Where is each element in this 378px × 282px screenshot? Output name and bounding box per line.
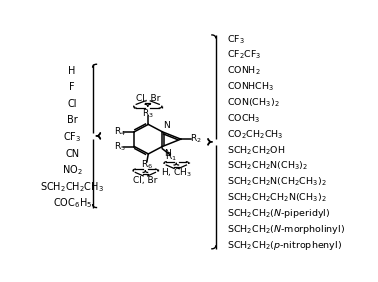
Text: N: N (163, 121, 170, 130)
Text: Cl, Br: Cl, Br (133, 176, 158, 185)
Text: Cl: Cl (67, 99, 77, 109)
Text: SCH$_2$CH$_2$OH: SCH$_2$CH$_2$OH (228, 144, 286, 157)
Text: R$_6$: R$_6$ (141, 158, 153, 171)
Text: SCH$_2$CH$_2$($p$-nitrophenyl): SCH$_2$CH$_2$($p$-nitrophenyl) (228, 239, 342, 252)
Text: R$_1$: R$_1$ (165, 151, 177, 163)
Text: CF$_3$: CF$_3$ (63, 130, 81, 144)
Text: CF$_2$CF$_3$: CF$_2$CF$_3$ (228, 49, 262, 61)
Text: H, CH$_3$: H, CH$_3$ (161, 167, 192, 179)
Text: COC$_6$H$_5$: COC$_6$H$_5$ (53, 196, 92, 210)
Text: SCH$_2$CH$_2$N(CH$_2$CH$_3$)$_2$: SCH$_2$CH$_2$N(CH$_2$CH$_3$)$_2$ (228, 176, 327, 188)
Text: CONHCH$_3$: CONHCH$_3$ (228, 81, 275, 93)
Text: CO$_2$CH$_2$CH$_3$: CO$_2$CH$_2$CH$_3$ (228, 128, 284, 141)
Text: SCH$_2$CH$_2$CH$_2$N(CH$_3$)$_2$: SCH$_2$CH$_2$CH$_2$N(CH$_3$)$_2$ (228, 192, 327, 204)
Text: NO$_2$: NO$_2$ (62, 163, 82, 177)
Text: R$_5$: R$_5$ (114, 140, 125, 153)
Text: Cl, Br: Cl, Br (136, 94, 160, 103)
Text: SCH$_2$CH$_2$N(CH$_3$)$_2$: SCH$_2$CH$_2$N(CH$_3$)$_2$ (228, 160, 308, 173)
Text: H: H (68, 66, 76, 76)
Text: N: N (164, 149, 171, 158)
Text: SCH$_2$CH$_2$CH$_3$: SCH$_2$CH$_2$CH$_3$ (40, 180, 104, 193)
Text: Br: Br (67, 115, 77, 125)
Text: COCH$_3$: COCH$_3$ (228, 112, 261, 125)
Text: R$_2$: R$_2$ (190, 133, 201, 146)
Text: F: F (69, 82, 75, 92)
Text: SCH$_2$CH$_2$($N$-piperidyl): SCH$_2$CH$_2$($N$-piperidyl) (228, 207, 331, 220)
Text: CON(CH$_3$)$_2$: CON(CH$_3$)$_2$ (228, 96, 280, 109)
Text: R$_3$: R$_3$ (143, 107, 154, 120)
Text: CN: CN (65, 149, 79, 158)
Text: R$_4$: R$_4$ (114, 125, 126, 138)
Text: SCH$_2$CH$_2$($N$-morpholinyl): SCH$_2$CH$_2$($N$-morpholinyl) (228, 223, 345, 236)
Text: CONH$_2$: CONH$_2$ (228, 65, 261, 77)
Text: CF$_3$: CF$_3$ (228, 33, 245, 45)
